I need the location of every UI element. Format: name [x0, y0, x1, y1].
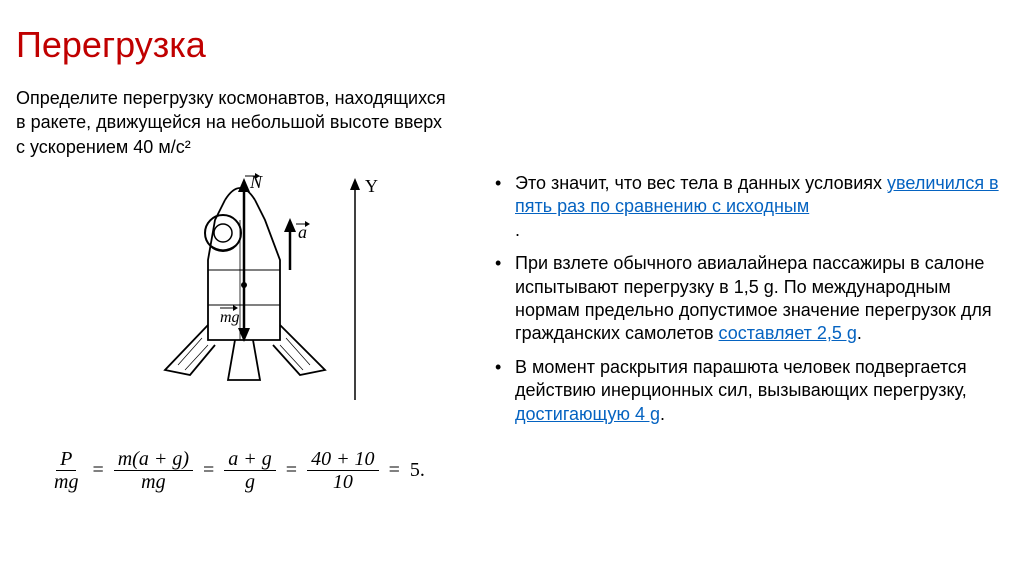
bullet-1: Это значит, что вес тела в данных услови… [495, 172, 1005, 242]
rocket-diagram: Y [130, 170, 390, 420]
bullet-1-post: . [515, 220, 520, 240]
y-axis-label: Y [365, 176, 378, 196]
bullet-2-link[interactable]: составляет 2,5 g [719, 323, 857, 343]
overload-formula: P mg = m(a + g) mg = a + g g = 40 + 10 1… [50, 448, 425, 493]
page-title: Перегрузка [16, 24, 206, 66]
formula-lhs-den: mg [50, 471, 82, 493]
problem-statement: Определите перегрузку космонавтов, наход… [16, 86, 456, 159]
bullet-3-pre: В момент раскрытия парашюта человек подв… [515, 357, 967, 400]
bullet-3: В момент раскрытия парашюта человек подв… [495, 356, 1005, 426]
formula-result: 5. [410, 459, 425, 482]
mg-vector-label: mg [220, 309, 240, 326]
bullet-2: При взлете обычного авиалайнера пассажир… [495, 252, 1005, 346]
formula-mid2-den: g [241, 471, 259, 493]
bullet-1-pre: Это значит, что вес тела в данных услови… [515, 173, 887, 193]
formula-lhs-num: P [56, 448, 76, 471]
bullet-3-link[interactable]: достигающую 4 g [515, 404, 660, 424]
bullet-3-post: . [660, 404, 665, 424]
formula-calc-num: 40 + 10 [307, 448, 379, 471]
formula-mid2-num: a + g [224, 448, 276, 471]
formula-calc-den: 10 [329, 471, 357, 493]
explanation-bullets: Это значит, что вес тела в данных услови… [495, 172, 1005, 436]
bullet-2-post: . [857, 323, 862, 343]
formula-mid1-den: mg [137, 471, 169, 493]
formula-mid1-num: m(a + g) [114, 448, 193, 471]
